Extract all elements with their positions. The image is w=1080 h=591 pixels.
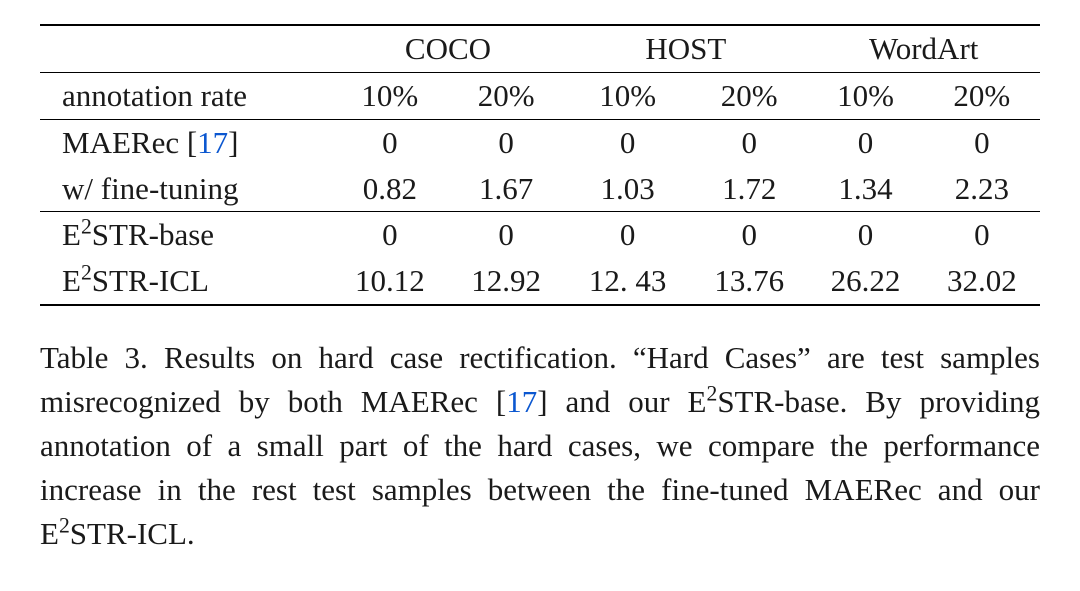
value-cell: 0: [564, 119, 691, 165]
value-cell: 0: [448, 212, 564, 258]
value-cell: 1.72: [691, 166, 807, 212]
value-cell: 0: [448, 119, 564, 165]
value-cell: 32.02: [924, 258, 1040, 305]
value-cell: 0: [564, 212, 691, 258]
rate-cell: 10%: [332, 72, 448, 119]
value-cell: 1.34: [807, 166, 923, 212]
table-row: MAERec [17]000000: [40, 119, 1040, 165]
annotation-rate-label: annotation rate: [40, 72, 332, 119]
table-caption: Table 3. Results on hard case rectificat…: [40, 336, 1040, 556]
header-dataset: COCO: [332, 25, 565, 72]
header-dataset: HOST: [564, 25, 807, 72]
value-cell: 26.22: [807, 258, 923, 305]
value-cell: 13.76: [691, 258, 807, 305]
row-label: MAERec [17]: [40, 119, 332, 165]
value-cell: 10.12: [332, 258, 448, 305]
value-cell: 0: [691, 212, 807, 258]
value-cell: 0: [332, 212, 448, 258]
rate-cell: 20%: [448, 72, 564, 119]
results-table: COCO HOST WordArt annotation rate 10% 20…: [40, 24, 1040, 306]
rate-cell: 20%: [691, 72, 807, 119]
caption-label: Table 3.: [40, 340, 148, 375]
row-label: E2STR-base: [40, 212, 332, 258]
value-cell: 0: [924, 212, 1040, 258]
rate-cell: 20%: [924, 72, 1040, 119]
value-cell: 12. 43: [564, 258, 691, 305]
value-cell: 0: [924, 119, 1040, 165]
table-row: w/ fine-tuning0.821.671.031.721.342.23: [40, 166, 1040, 212]
value-cell: 2.23: [924, 166, 1040, 212]
rate-cell: 10%: [564, 72, 691, 119]
rate-cell: 10%: [807, 72, 923, 119]
header-blank: [40, 25, 332, 72]
value-cell: 12.92: [448, 258, 564, 305]
value-cell: 0: [807, 119, 923, 165]
header-datasets-row: COCO HOST WordArt: [40, 25, 1040, 72]
value-cell: 1.03: [564, 166, 691, 212]
table-row: E2STR-base000000: [40, 212, 1040, 258]
header-dataset: WordArt: [807, 25, 1040, 72]
caption-body: Results on hard case rectification. “Har…: [40, 340, 1040, 551]
row-label: w/ fine-tuning: [40, 166, 332, 212]
value-cell: 0: [332, 119, 448, 165]
row-label: E2STR-ICL: [40, 258, 332, 305]
header-rates-row: annotation rate 10% 20% 10% 20% 10% 20%: [40, 72, 1040, 119]
value-cell: 0: [691, 119, 807, 165]
value-cell: 1.67: [448, 166, 564, 212]
value-cell: 0: [807, 212, 923, 258]
table-row: E2STR-ICL10.1212.9212. 4313.7626.2232.02: [40, 258, 1040, 305]
value-cell: 0.82: [332, 166, 448, 212]
